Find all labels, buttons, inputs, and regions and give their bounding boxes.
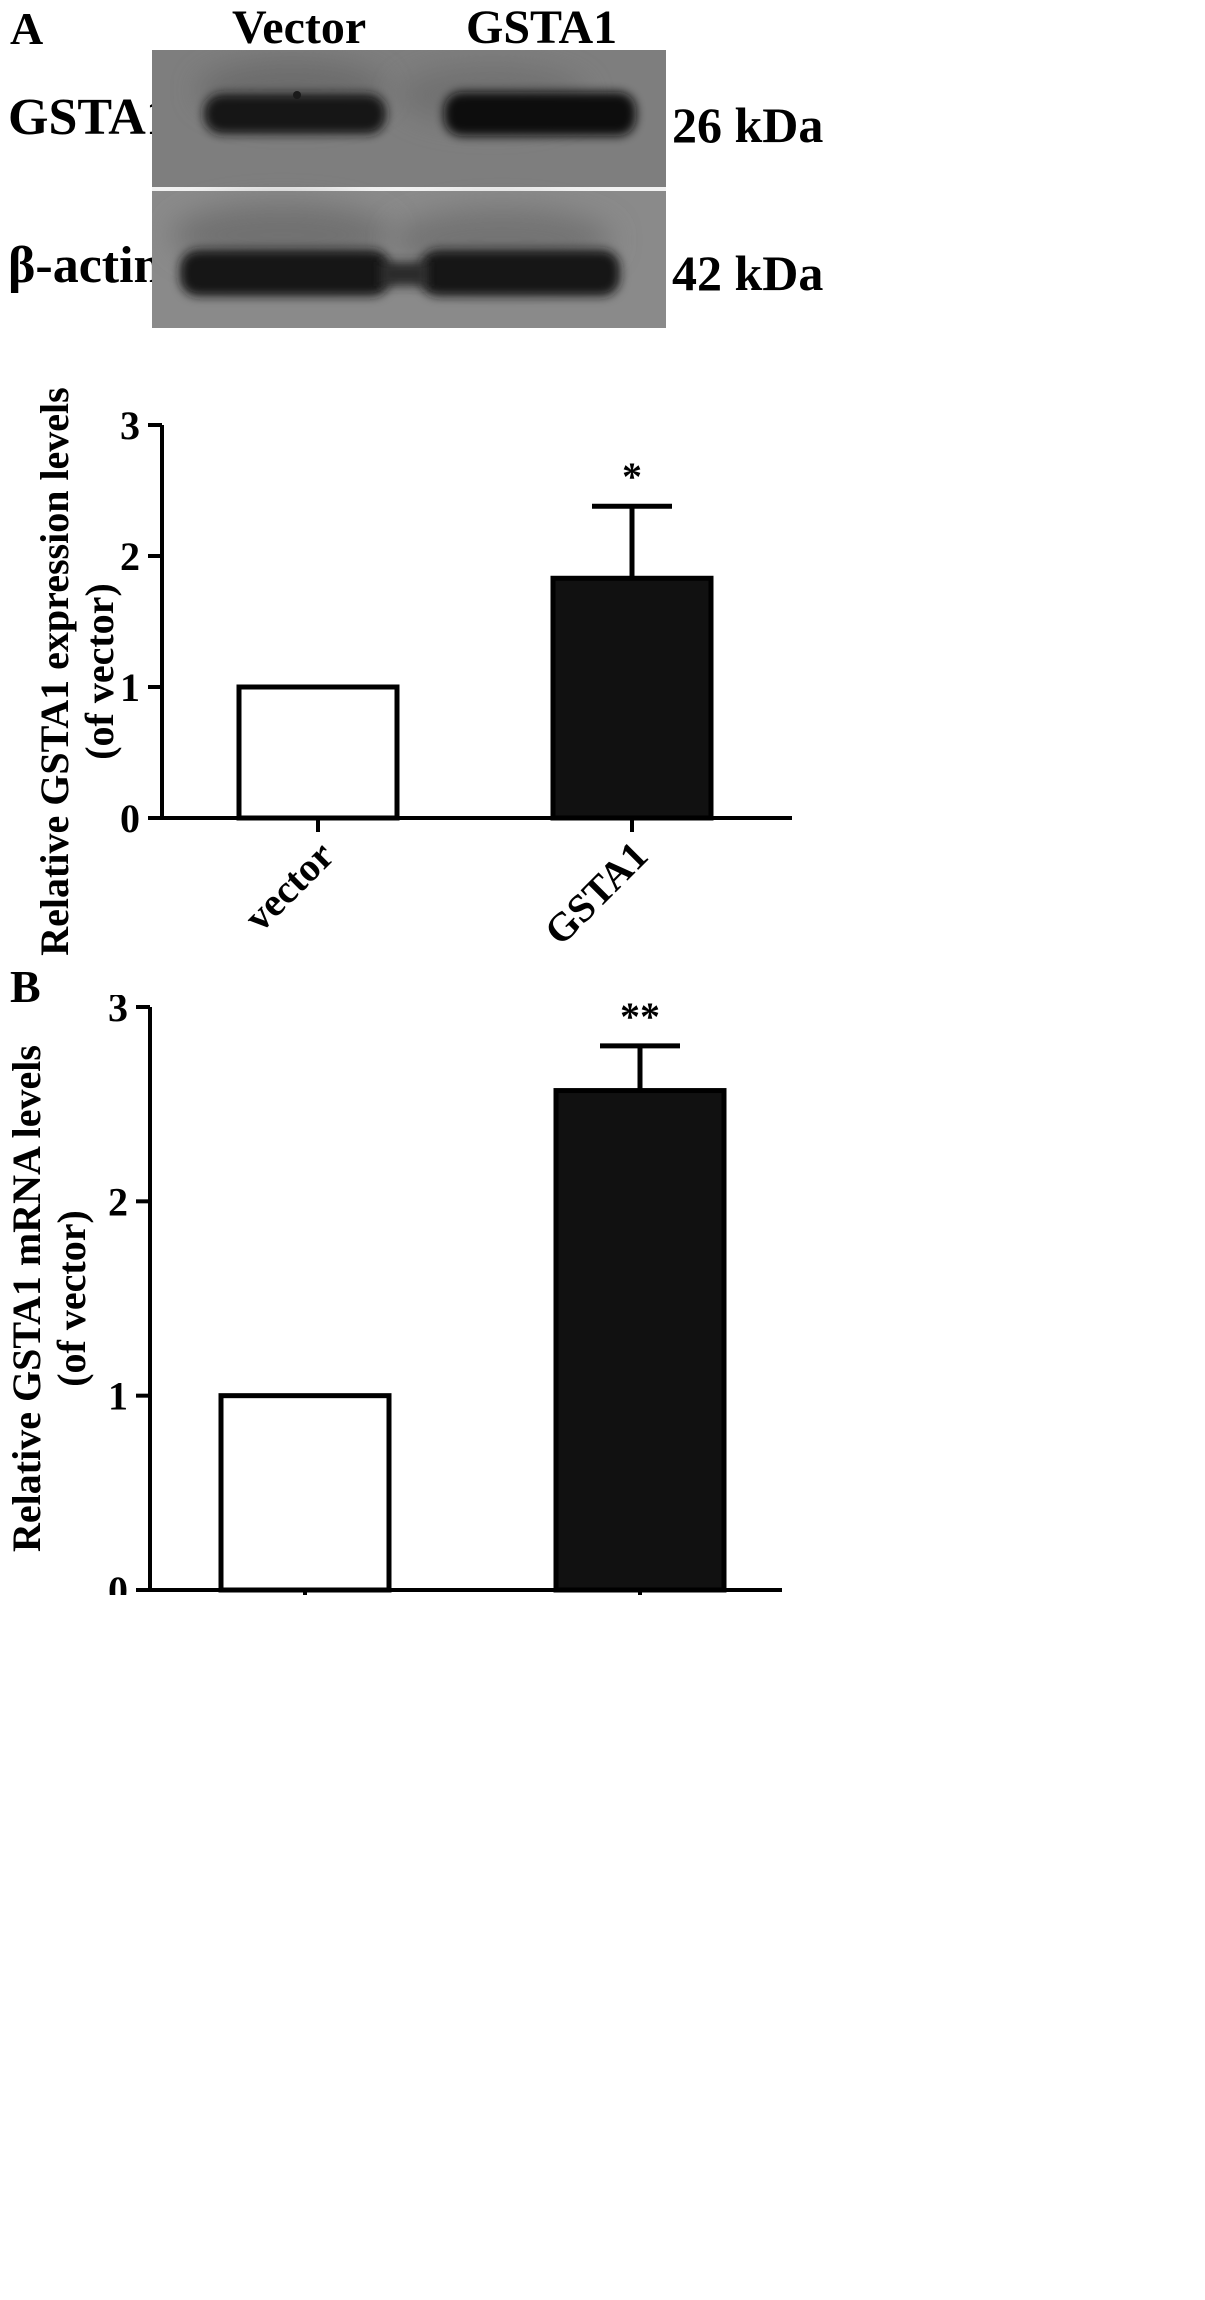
blot-band-gsta1-gsta1 xyxy=(444,92,636,136)
chart-a-y-tick-label-1: 1 xyxy=(120,665,140,710)
chart-a-y-tick-label-3: 3 xyxy=(120,403,140,448)
chart-b-y-tick-label-2: 2 xyxy=(108,1179,128,1224)
chart-a-bar-vector xyxy=(236,684,400,821)
chart-b-significance-1: ** xyxy=(620,995,660,1039)
blot-protein-label-gsta1: GSTA1 xyxy=(8,89,172,146)
chart-b-y-tick-label-0: 0 xyxy=(108,1568,128,1595)
chart-a-x-tick-label-vector: vector xyxy=(235,833,342,940)
blot-lane-label-gsta1: GSTA1 xyxy=(466,1,618,54)
blot-band-actin-gsta1 xyxy=(420,250,620,296)
chart-b-y-tick-label-1: 1 xyxy=(108,1374,128,1419)
chart-b-bar-gsta1 xyxy=(553,1088,727,1593)
panel-b-letter: B xyxy=(10,961,41,1012)
chart-a-significance-1: * xyxy=(622,454,642,499)
blot-size-label-26kda: 26 kDa xyxy=(672,97,824,153)
chart-panel-a: 0 1 2 3 vector * GSTA1 Relative GSTA1 expressio… xyxy=(32,387,792,956)
chart-a-y-tick-label-0: 0 xyxy=(120,796,140,841)
chart-a-y-axis-label-line-1: Relative GSTA1 expression levels xyxy=(32,387,77,955)
chart-b-y-axis-label-line-2: (of vector) xyxy=(49,1210,94,1387)
chart-a-y-tick-label-2: 2 xyxy=(120,534,140,579)
blot-band-gsta1-vector xyxy=(204,94,386,134)
chart-b-y-tick-label-3: 3 xyxy=(108,995,128,1030)
blot-size-label-42kda: 42 kDa xyxy=(672,245,824,301)
panel-a-letter: A xyxy=(10,3,44,54)
western-blot-image xyxy=(152,50,666,328)
chart-a-bar-gsta1 xyxy=(550,575,714,821)
blot-lane-label-vector: Vector xyxy=(232,1,367,54)
blot-band-actin-vector xyxy=(180,250,390,296)
chart-b-y-axis-label-line-1: Relative GSTA1 mRNA levels xyxy=(4,1045,49,1552)
chart-a-x-tick-label-gsta1: GSTA1 xyxy=(535,833,656,954)
chart-b-bar-vector xyxy=(218,1393,392,1593)
chart-a-y-axis-label-line-2: (of vector) xyxy=(77,583,122,760)
blot-protein-label-actin: β-actin xyxy=(8,237,163,294)
